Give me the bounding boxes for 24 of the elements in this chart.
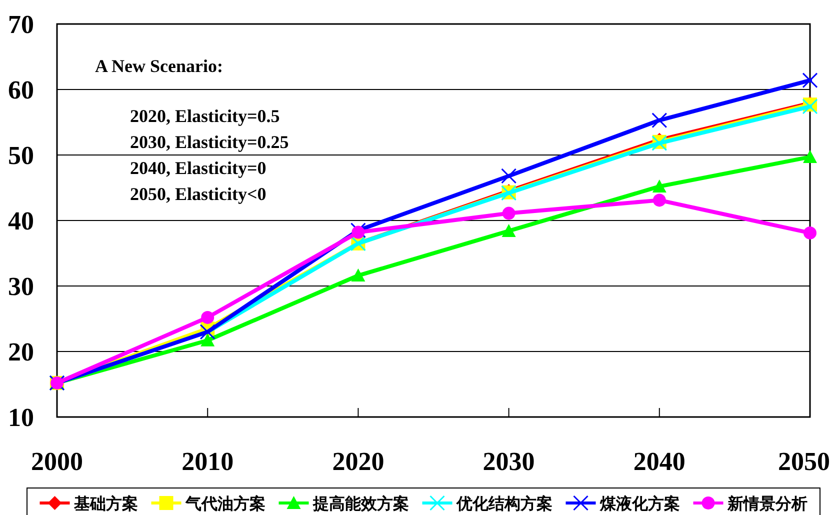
annotation: 2040, Elasticity=0 bbox=[130, 158, 266, 178]
legend-label: 煤液化方案 bbox=[598, 494, 680, 513]
y-tick-label: 20 bbox=[8, 338, 34, 366]
annotation: 2020, Elasticity=0.5 bbox=[130, 106, 280, 126]
x-tick-label: 2050 bbox=[778, 447, 830, 476]
y-tick-label: 70 bbox=[8, 10, 34, 39]
annotation: A New Scenario: bbox=[95, 56, 223, 76]
x-tick-label: 2040 bbox=[633, 447, 686, 476]
annotation: 2050, Elasticity<0 bbox=[130, 184, 266, 204]
x-tick-label: 2010 bbox=[182, 447, 234, 476]
y-tick-label: 10 bbox=[8, 403, 34, 432]
y-tick-label: 60 bbox=[8, 76, 34, 104]
x-tick-label: 2030 bbox=[482, 447, 535, 476]
y-tick-label: 50 bbox=[8, 141, 34, 170]
x-tick-label: 2020 bbox=[332, 447, 384, 476]
legend-label: 基础方案 bbox=[72, 494, 138, 513]
legend-label: 新情景分析 bbox=[726, 495, 808, 513]
legend-label: 提高能效方案 bbox=[312, 494, 409, 513]
x-tick-label: 2000 bbox=[31, 447, 83, 476]
y-tick-label: 40 bbox=[8, 206, 34, 236]
legend-label: 优化结构方案 bbox=[455, 494, 552, 513]
legend-label: 气代油方案 bbox=[184, 494, 266, 513]
annotation: 2030, Elasticity=0.25 bbox=[130, 132, 289, 152]
y-tick-label: 30 bbox=[8, 272, 34, 301]
